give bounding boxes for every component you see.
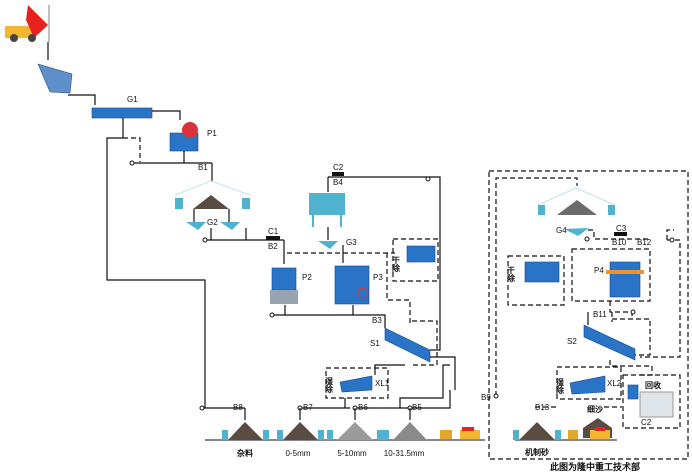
recovery-box xyxy=(622,374,681,429)
feeder-g4 xyxy=(564,228,589,236)
label-b13: B13 xyxy=(535,403,550,412)
label-dry-dust-2: 干除 xyxy=(506,266,516,283)
label-g1: G1 xyxy=(127,95,138,104)
product-piles xyxy=(222,422,480,440)
label-b6: B6 xyxy=(358,403,368,412)
feeder-g3 xyxy=(318,241,338,249)
jaw-crusher-p1 xyxy=(169,122,199,152)
feeder-g1 xyxy=(91,107,153,119)
vsi-crusher-p4 xyxy=(606,261,644,298)
label-c2: C2 xyxy=(333,163,344,172)
label-c3: C3 xyxy=(616,224,627,233)
cone-crusher-p3 xyxy=(334,265,370,305)
dry-dust-box-1 xyxy=(392,238,439,282)
vibrating-feeder xyxy=(37,63,73,94)
product-label-0: 杂料 xyxy=(237,448,253,458)
label-g3: G3 xyxy=(346,238,357,247)
dust-collector-2 xyxy=(524,261,560,283)
sand-washer-xl2 xyxy=(569,375,606,395)
feeder-g2a xyxy=(186,222,206,230)
label-machine-sand: 机制砂 xyxy=(525,447,549,457)
credit-text: 此图为隆中重工技术部 xyxy=(550,461,640,473)
label-p1: P1 xyxy=(207,129,217,138)
label-s1: S1 xyxy=(370,339,380,348)
cone-crusher-p2 xyxy=(270,267,298,304)
product-label-1: 0-5mm xyxy=(286,449,311,458)
label-b4: B4 xyxy=(333,178,343,187)
label-p3: P3 xyxy=(373,273,383,282)
screen-s1 xyxy=(384,327,431,363)
label-g4: G4 xyxy=(556,226,567,235)
label-fine-sand: 细沙 xyxy=(587,404,603,414)
dump-truck-icon xyxy=(5,5,50,42)
dust-collector-1 xyxy=(406,245,436,263)
fine-sand-recycler xyxy=(627,384,674,418)
surge-bin xyxy=(309,193,345,215)
sand-pile xyxy=(513,422,610,440)
label-b2: B2 xyxy=(268,242,278,251)
belt-c1 xyxy=(266,236,280,240)
label-b5: B5 xyxy=(412,403,422,412)
label-s2: S2 xyxy=(567,337,577,346)
label-c2b: C2 xyxy=(641,418,652,427)
p4-box xyxy=(571,248,651,302)
label-b9: B9 xyxy=(481,393,491,402)
dry-dust-box-2 xyxy=(507,255,565,306)
label-p4: P4 xyxy=(594,266,604,275)
label-c1: C1 xyxy=(268,227,279,236)
label-b12: B12 xyxy=(637,238,652,247)
label-b8: B8 xyxy=(233,403,243,412)
label-b3: B3 xyxy=(372,316,382,325)
label-p2: P2 xyxy=(302,273,312,282)
product-label-2: 5-10mm xyxy=(337,449,367,458)
product-label-3: 10-31.5mm xyxy=(384,449,425,458)
wet-dust-box-2 xyxy=(556,366,622,400)
sand-washer-xl1 xyxy=(339,375,373,393)
feeder-g2b xyxy=(220,222,240,230)
label-b10: B10 xyxy=(612,238,627,247)
label-b7: B7 xyxy=(303,403,313,412)
label-g2: G2 xyxy=(207,218,218,227)
label-xl2: XL2 xyxy=(607,379,622,388)
belt-c2 xyxy=(332,172,344,176)
label-b11: B11 xyxy=(593,310,607,319)
belt-c3 xyxy=(614,232,627,236)
label-wet-dust-1: 湿除 xyxy=(324,376,334,394)
stockpile-2 xyxy=(537,187,616,215)
label-recovery: 回收 xyxy=(645,380,661,390)
stockpile-1 xyxy=(174,180,251,209)
wet-dust-box-1 xyxy=(325,367,389,399)
label-b1: B1 xyxy=(198,163,208,172)
label-wet-dust-2: 湿除 xyxy=(555,377,565,395)
sand-making-region xyxy=(488,170,689,460)
screen-s2 xyxy=(583,324,636,361)
label-xl1: XL1 xyxy=(375,379,390,388)
label-dry-dust-1: 干除 xyxy=(391,256,401,273)
